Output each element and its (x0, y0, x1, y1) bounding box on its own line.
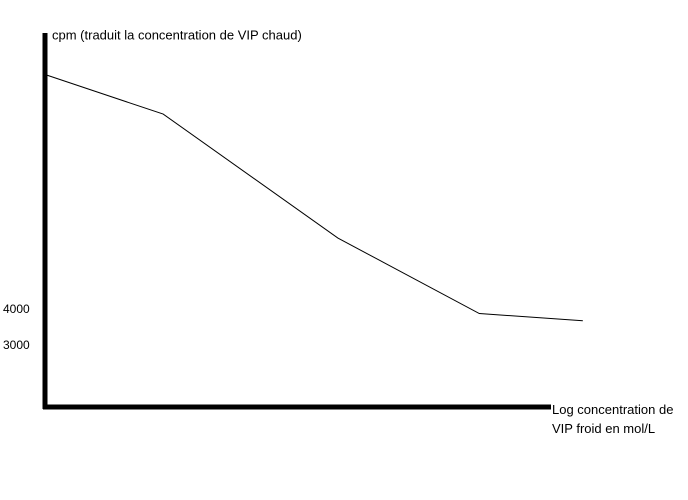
data-line (44, 74, 583, 322)
y-tick-label: 3000 (3, 338, 30, 352)
y-axis-label: cpm (traduit la concentration de VIP cha… (52, 27, 302, 42)
x-axis-label: Log concentration de VIP froid en mol/L (552, 402, 674, 436)
y-tick-label: 4000 (3, 302, 30, 316)
